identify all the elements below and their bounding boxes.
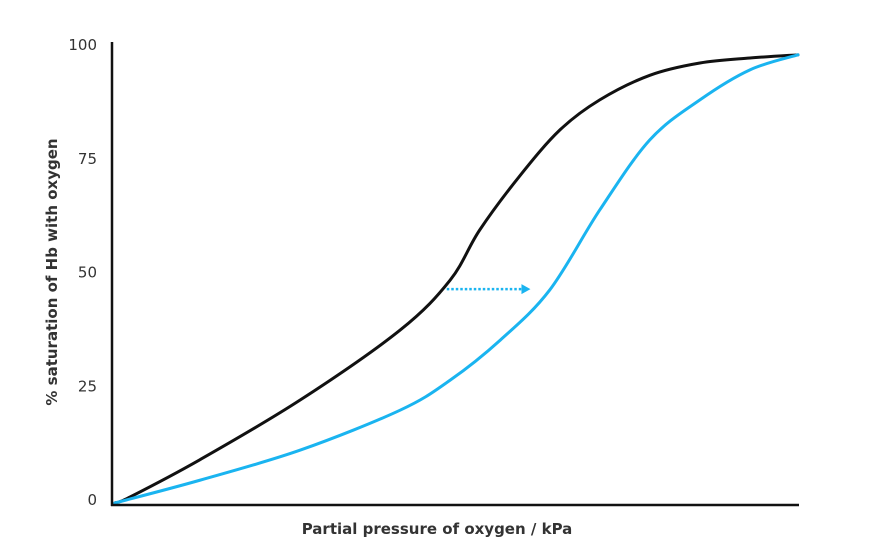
curve-normal bbox=[113, 53, 800, 505]
y-axis-label: % saturation of Hb with oxygen bbox=[43, 138, 61, 405]
y-tick-label: 50 bbox=[78, 264, 97, 282]
x-axis-label: Partial pressure of oxygen / kPa bbox=[302, 520, 573, 538]
shift-arrow-head-icon bbox=[521, 284, 531, 295]
y-tick-label: 75 bbox=[78, 150, 97, 168]
y-tick-label: 25 bbox=[78, 377, 97, 395]
y-tick-label: 100 bbox=[68, 36, 97, 54]
y-tick-label: 0 bbox=[87, 491, 97, 509]
curve-shifted-right bbox=[113, 53, 800, 505]
